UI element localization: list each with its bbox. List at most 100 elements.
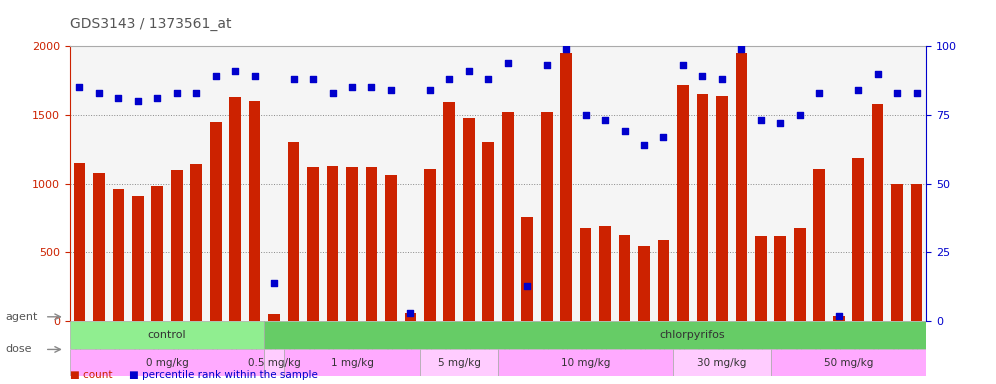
- Bar: [600, 226, 611, 321]
- Bar: [132, 196, 143, 321]
- Point: [422, 87, 438, 93]
- Bar: [482, 142, 494, 321]
- Bar: [229, 97, 241, 321]
- Text: 0.5 mg/kg: 0.5 mg/kg: [248, 358, 301, 367]
- Point: [325, 90, 341, 96]
- Bar: [638, 246, 649, 321]
- Point: [188, 90, 204, 96]
- Text: agent: agent: [5, 312, 38, 322]
- Bar: [619, 235, 630, 321]
- Point: [598, 117, 614, 123]
- Text: control: control: [147, 330, 186, 340]
- Bar: [190, 164, 202, 321]
- Bar: [755, 236, 767, 321]
- Bar: [249, 101, 261, 321]
- Bar: [853, 157, 864, 321]
- Text: GDS3143 / 1373561_at: GDS3143 / 1373561_at: [70, 17, 231, 31]
- Point: [733, 46, 749, 52]
- Point: [753, 117, 769, 123]
- FancyBboxPatch shape: [264, 321, 996, 349]
- Bar: [307, 167, 319, 321]
- Bar: [288, 142, 300, 321]
- Point: [908, 90, 924, 96]
- Bar: [463, 118, 475, 321]
- FancyBboxPatch shape: [70, 321, 264, 349]
- Point: [111, 95, 126, 101]
- FancyBboxPatch shape: [284, 349, 420, 376]
- Text: chlorpyrifos: chlorpyrifos: [660, 330, 725, 340]
- Bar: [171, 170, 182, 321]
- Text: dose: dose: [5, 344, 32, 354]
- Bar: [561, 53, 572, 321]
- Bar: [891, 184, 903, 321]
- FancyBboxPatch shape: [498, 349, 673, 376]
- Point: [364, 84, 379, 90]
- Bar: [366, 167, 377, 321]
- Point: [344, 84, 360, 90]
- Text: 1 mg/kg: 1 mg/kg: [331, 358, 374, 367]
- Bar: [657, 240, 669, 321]
- Point: [870, 71, 885, 77]
- Point: [889, 90, 905, 96]
- Point: [286, 76, 302, 82]
- Point: [402, 310, 418, 316]
- Point: [91, 90, 107, 96]
- Point: [383, 87, 399, 93]
- Text: ■ percentile rank within the sample: ■ percentile rank within the sample: [129, 370, 319, 380]
- Point: [72, 84, 88, 90]
- Bar: [443, 103, 455, 321]
- Point: [851, 87, 867, 93]
- Text: 10 mg/kg: 10 mg/kg: [561, 358, 611, 367]
- Bar: [794, 228, 806, 321]
- Point: [129, 98, 145, 104]
- Point: [149, 95, 165, 101]
- Bar: [424, 169, 435, 321]
- Point: [558, 46, 574, 52]
- Bar: [833, 316, 845, 321]
- Point: [247, 73, 263, 79]
- FancyBboxPatch shape: [771, 349, 926, 376]
- Bar: [327, 166, 339, 321]
- Bar: [677, 84, 689, 321]
- Point: [227, 68, 243, 74]
- Point: [266, 280, 282, 286]
- Point: [461, 68, 477, 74]
- FancyBboxPatch shape: [673, 349, 771, 376]
- Bar: [210, 122, 221, 321]
- Point: [831, 313, 847, 319]
- Bar: [872, 104, 883, 321]
- FancyBboxPatch shape: [420, 349, 498, 376]
- Point: [792, 112, 808, 118]
- Bar: [696, 94, 708, 321]
- Bar: [404, 313, 416, 321]
- Bar: [716, 96, 728, 321]
- Point: [714, 76, 730, 82]
- Point: [169, 90, 185, 96]
- Bar: [74, 163, 86, 321]
- Point: [480, 76, 496, 82]
- Point: [208, 73, 224, 79]
- Point: [441, 76, 457, 82]
- Bar: [910, 184, 922, 321]
- Text: 5 mg/kg: 5 mg/kg: [437, 358, 480, 367]
- Bar: [151, 187, 163, 321]
- Point: [539, 62, 555, 68]
- Bar: [113, 189, 124, 321]
- Text: ■ count: ■ count: [70, 370, 113, 380]
- Bar: [735, 53, 747, 321]
- Point: [519, 283, 535, 289]
- Point: [772, 120, 788, 126]
- Point: [578, 112, 594, 118]
- Bar: [814, 169, 825, 321]
- Point: [636, 142, 652, 148]
- FancyBboxPatch shape: [264, 349, 284, 376]
- Bar: [268, 314, 280, 321]
- Bar: [775, 236, 786, 321]
- Point: [305, 76, 321, 82]
- Bar: [502, 112, 514, 321]
- Point: [617, 128, 632, 134]
- Point: [694, 73, 710, 79]
- Bar: [347, 167, 358, 321]
- Point: [675, 62, 691, 68]
- Point: [500, 60, 516, 66]
